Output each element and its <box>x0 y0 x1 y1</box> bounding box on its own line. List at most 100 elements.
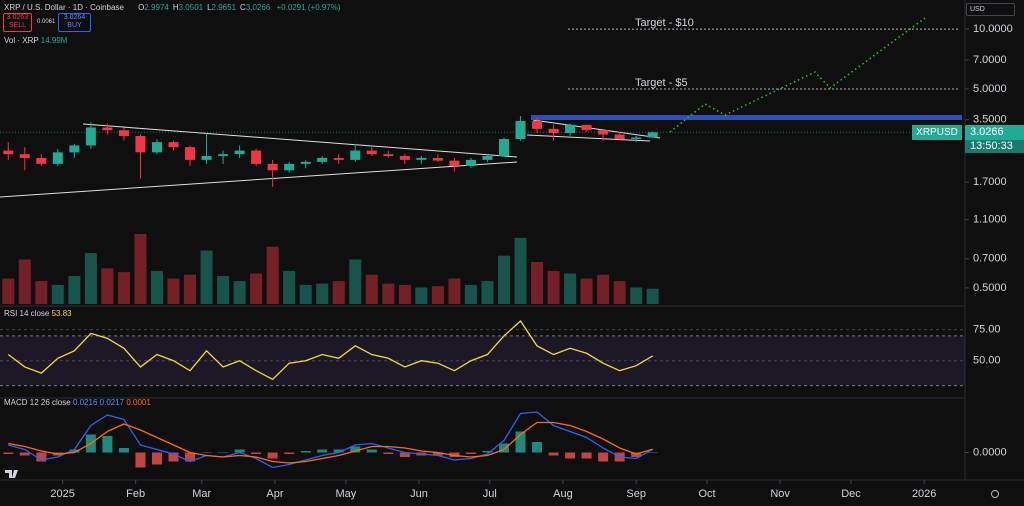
x-tick-label: Jun <box>410 488 428 500</box>
candle-body <box>432 157 443 161</box>
y-tick-label: 10.0000 <box>973 23 1013 35</box>
candle-body <box>3 150 14 155</box>
candle-body <box>416 157 427 160</box>
change: +0.0291 (+0.97%) <box>276 3 341 12</box>
volume-bar <box>283 270 296 304</box>
volume-last: 14.99M <box>40 36 68 45</box>
macd-histogram-bar <box>168 452 179 462</box>
flag-line <box>526 134 651 142</box>
ticker-label: XRPUSD <box>912 125 962 140</box>
x-tick-label: Aug <box>553 488 573 500</box>
candle-body <box>185 147 196 160</box>
volume-bar <box>332 281 345 304</box>
macd-histogram-bar <box>366 449 377 453</box>
macd-histogram-bar <box>581 452 592 459</box>
macd-label: MACD 12 26 close <box>4 398 71 407</box>
volume-bar <box>531 262 544 304</box>
target-label: Target - $5 <box>635 77 688 89</box>
macd-histogram-bar <box>532 442 543 453</box>
volume-bar <box>200 250 213 304</box>
volume-bar <box>217 276 230 304</box>
resistance-band <box>531 115 962 120</box>
settings-icon[interactable] <box>991 490 999 498</box>
macd-histogram-bar <box>218 452 229 453</box>
macd-histogram-bar <box>647 452 658 453</box>
x-tick-label: 2025 <box>50 488 74 500</box>
macd-histogram-bar <box>548 452 559 456</box>
macd-histogram-bar <box>399 452 410 457</box>
x-tick-label: May <box>335 488 356 500</box>
macd-histogram-bar <box>3 452 14 454</box>
macd-histogram-bar <box>267 452 278 459</box>
macd-histogram-bar <box>151 452 162 465</box>
volume-bar <box>382 283 395 304</box>
candle-body <box>465 159 476 166</box>
signal-line <box>8 421 653 464</box>
macd-histogram-bar <box>317 449 328 453</box>
volume-bar <box>398 284 411 304</box>
ohlc-key: O <box>138 3 145 12</box>
last-price-label: 3.0266 <box>965 125 1024 140</box>
y-tick-label: 0.5000 <box>973 282 1007 294</box>
candle-body <box>565 124 576 134</box>
x-tick-label: 2026 <box>912 488 936 500</box>
macd-histogram-bar <box>631 452 642 457</box>
volume-bar <box>101 268 114 304</box>
volume-bar <box>431 286 444 304</box>
signal-last: 0.0217 <box>99 398 125 407</box>
x-tick-label: Oct <box>698 488 715 500</box>
x-tick-label: Apr <box>266 488 283 500</box>
y-tick-label: 5.0000 <box>973 83 1007 95</box>
ohlc-value: 3.0266 <box>245 3 271 12</box>
ohlc-value: 2.9974 <box>144 3 169 12</box>
macd-histogram-bar <box>598 452 609 462</box>
macd-histogram-bar <box>36 452 47 462</box>
volume-bar <box>514 237 527 304</box>
volume-legend: Vol · XRP 14.99M <box>4 36 67 45</box>
macd-histogram-bar <box>350 446 361 453</box>
x-tick-label: Nov <box>770 488 790 500</box>
volume-bar <box>150 270 163 304</box>
macd-histogram-bar <box>465 452 476 454</box>
volume-bar <box>349 259 362 304</box>
y-tick-label: 0.7000 <box>973 253 1007 265</box>
macd-histogram-bar <box>251 452 262 454</box>
volume-bar <box>497 255 510 304</box>
macd-histogram-bar <box>135 452 146 468</box>
candle-body <box>498 139 509 157</box>
candle-body <box>532 120 543 129</box>
volume-bar <box>597 274 610 304</box>
candle-body <box>102 127 113 131</box>
candle-body <box>69 145 80 153</box>
logo-shape <box>5 470 18 478</box>
trend-line <box>82 123 518 158</box>
macd-histogram-bar <box>300 451 311 453</box>
candle-body <box>19 154 30 158</box>
sell-button[interactable]: 3.0263 SELL <box>3 13 32 32</box>
volume-bar <box>299 284 312 304</box>
buy-button[interactable]: 3.0264 BUY <box>58 13 91 32</box>
trend-line <box>0 161 518 198</box>
macd-histogram-bar <box>201 452 212 453</box>
candle-body <box>515 120 526 140</box>
currency-selector[interactable]: USD <box>966 3 1015 16</box>
x-tick-label: Jul <box>483 488 497 500</box>
volume-bar <box>134 234 147 304</box>
x-tick-label: Mar <box>192 488 211 500</box>
candle-body <box>366 150 377 155</box>
candle-body <box>350 150 361 160</box>
macd-histogram-bar <box>102 436 113 453</box>
candle-body <box>482 156 493 160</box>
volume-bar <box>167 278 180 304</box>
sell-price: 3.0263 <box>6 14 29 21</box>
y-tick-label: 3.5000 <box>973 114 1007 126</box>
candle-body <box>333 157 344 160</box>
rsi-line <box>7 319 654 381</box>
macd-line <box>8 411 654 469</box>
rsi-tick-label: 50.00 <box>973 355 1001 367</box>
ohlc-key: L <box>207 3 212 12</box>
volume-bar <box>316 283 329 304</box>
macd-histogram-bar <box>69 449 80 453</box>
candle-body <box>85 127 96 146</box>
